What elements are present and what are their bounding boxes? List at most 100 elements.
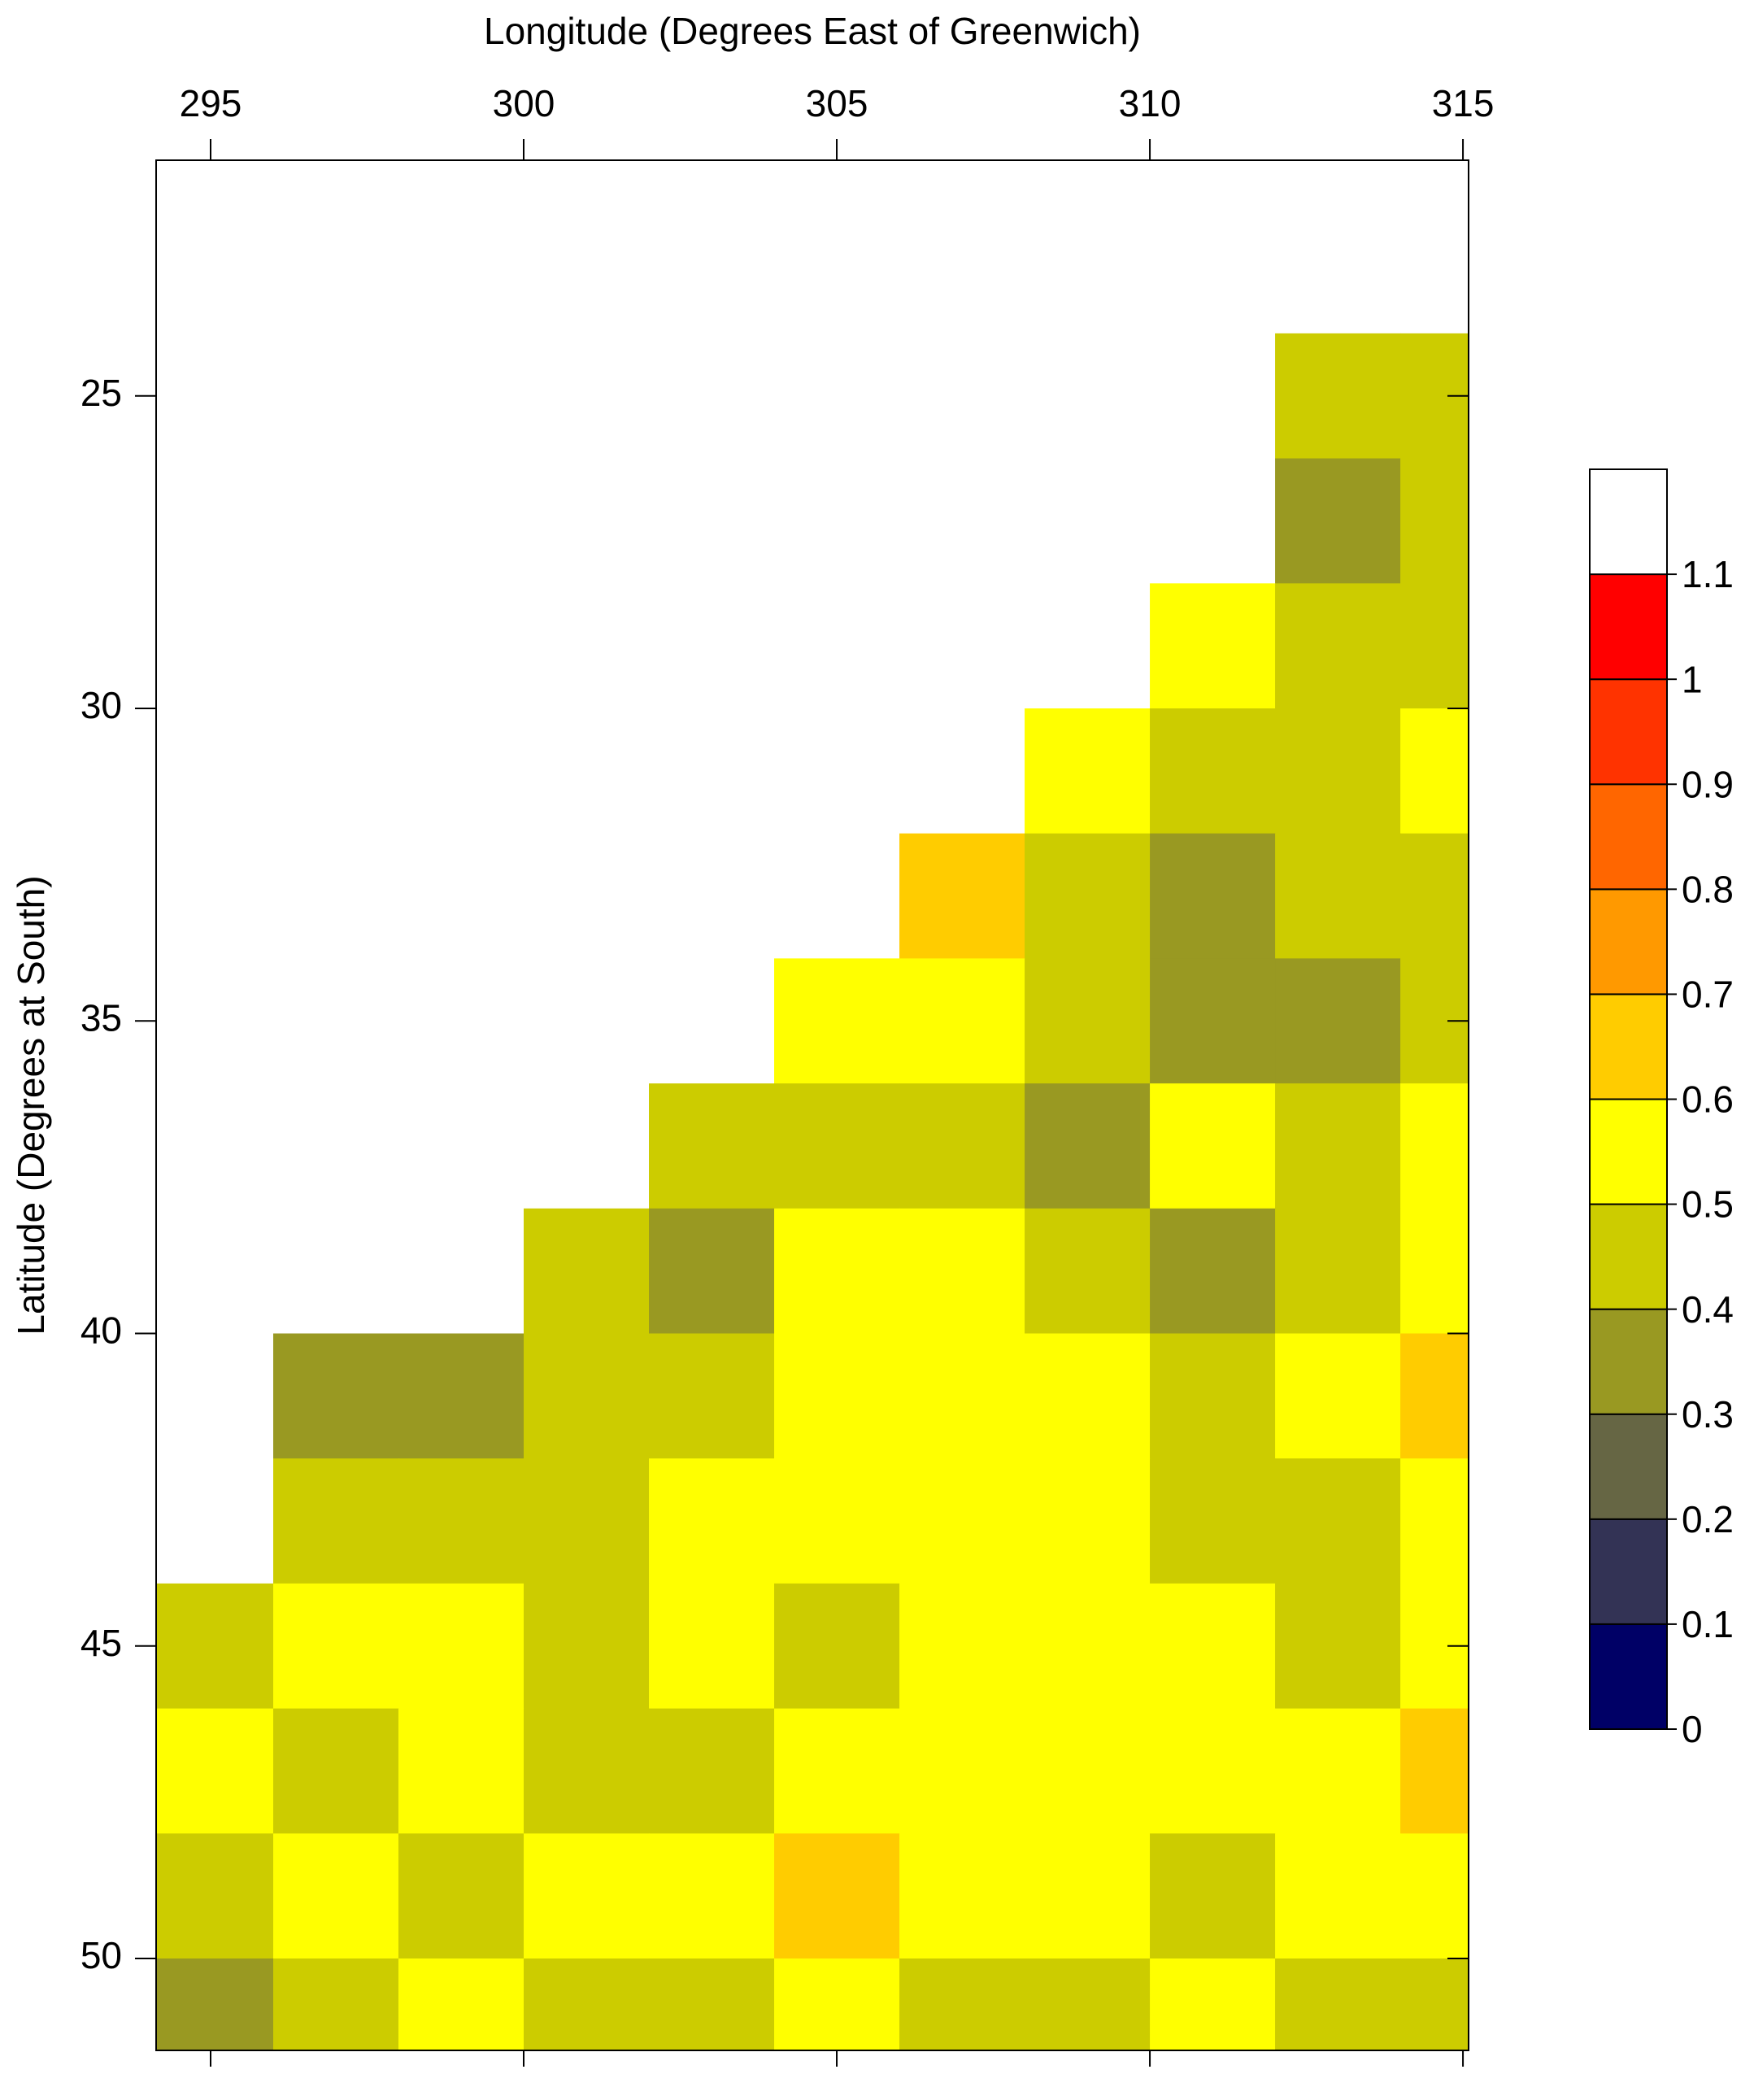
contour-cell bbox=[156, 1708, 274, 1834]
colorbar-box bbox=[1589, 1413, 1668, 1520]
contour-cell bbox=[156, 1583, 274, 1710]
contour-cell bbox=[1025, 1083, 1151, 1209]
contour-cell bbox=[272, 1333, 399, 1459]
contour-cell bbox=[1275, 1708, 1401, 1834]
contour-cell bbox=[524, 1583, 650, 1710]
contour-cell bbox=[1150, 1458, 1276, 1584]
contour-cell bbox=[1150, 958, 1276, 1084]
contour-cell bbox=[1275, 1333, 1401, 1459]
colorbar-box bbox=[1589, 468, 1668, 576]
contour-cell bbox=[1400, 1333, 1469, 1459]
contour-cell bbox=[1025, 958, 1151, 1084]
colorbar-label: 0.4 bbox=[1682, 1288, 1734, 1331]
contour-cell bbox=[1400, 1083, 1469, 1209]
y-tick-label: 45 bbox=[81, 1622, 122, 1664]
contour-cell bbox=[1400, 1958, 1469, 2050]
contour-cell bbox=[774, 1708, 900, 1834]
contour-cell bbox=[1150, 708, 1276, 834]
contour-cell bbox=[1275, 708, 1401, 834]
contour-cell bbox=[1275, 833, 1401, 959]
contour-cell bbox=[774, 958, 900, 1084]
colorbar-box bbox=[1589, 573, 1668, 681]
colorbar-label: 0 bbox=[1682, 1708, 1703, 1750]
contour-cell bbox=[1150, 1833, 1276, 1959]
contour-cell bbox=[1400, 708, 1469, 834]
colorbar-label: 1.1 bbox=[1682, 553, 1734, 595]
contour-cell bbox=[1025, 1708, 1151, 1834]
contour-cell bbox=[1025, 1458, 1151, 1584]
contour-cell bbox=[1025, 1958, 1151, 2050]
colorbar-label: 0.3 bbox=[1682, 1393, 1734, 1436]
contour-cell bbox=[1400, 583, 1469, 709]
contour-cell bbox=[1275, 583, 1401, 709]
y-axis-title: Latitude (Degrees at South) bbox=[10, 875, 52, 1335]
contour-cell bbox=[1150, 1333, 1276, 1459]
plot-frame bbox=[155, 159, 1469, 2051]
contour-cell bbox=[1400, 1208, 1469, 1335]
colorbar-box bbox=[1589, 783, 1668, 891]
colorbar-label: 0.8 bbox=[1682, 868, 1734, 910]
contour-cell bbox=[649, 1708, 775, 1834]
colorbar-label: 0.6 bbox=[1682, 1078, 1734, 1121]
contour-cell bbox=[272, 1708, 399, 1834]
contour-cell bbox=[1275, 458, 1401, 584]
colorbar-box bbox=[1589, 1518, 1668, 1625]
colorbar-label: 0.7 bbox=[1682, 974, 1734, 1016]
contour-cell bbox=[1150, 1708, 1276, 1834]
contour-cell bbox=[899, 1208, 1025, 1335]
contour-cell bbox=[899, 1708, 1025, 1834]
contour-cell bbox=[649, 1333, 775, 1459]
contour-cell bbox=[1275, 1208, 1401, 1335]
contour-cell bbox=[1025, 1208, 1151, 1335]
contour-cell bbox=[774, 1833, 900, 1959]
contour-cell bbox=[1150, 1583, 1276, 1710]
contour-cell bbox=[1400, 1833, 1469, 1959]
contour-cell bbox=[899, 1958, 1025, 2050]
x-tick-label: 305 bbox=[806, 82, 868, 124]
y-tick-label: 50 bbox=[81, 1934, 122, 1976]
contour-cell bbox=[1025, 1583, 1151, 1710]
contour-cell bbox=[1150, 1208, 1276, 1335]
contour-cell bbox=[272, 1458, 399, 1584]
contour-cell bbox=[774, 1958, 900, 2050]
colorbar-box bbox=[1589, 888, 1668, 996]
y-tick-label: 30 bbox=[81, 684, 122, 726]
contour-cell bbox=[524, 1208, 650, 1335]
colorbar-box bbox=[1589, 1098, 1668, 1205]
colorbar-label: 0.9 bbox=[1682, 763, 1734, 805]
contour-cell bbox=[774, 1208, 900, 1335]
contour-cell bbox=[774, 1458, 900, 1584]
contour-cell bbox=[649, 1833, 775, 1959]
contour-cell bbox=[1275, 1833, 1401, 1959]
x-tick-label: 295 bbox=[180, 82, 242, 124]
contour-field bbox=[156, 333, 1469, 2050]
contour-cell bbox=[899, 833, 1025, 959]
colorbar-box bbox=[1589, 1203, 1668, 1310]
contour-cell bbox=[899, 1833, 1025, 1959]
contour-cell bbox=[899, 958, 1025, 1084]
contour-cell bbox=[899, 1458, 1025, 1584]
contour-cell bbox=[398, 1583, 524, 1710]
contour-cell bbox=[524, 1708, 650, 1834]
contour-cell bbox=[524, 1458, 650, 1584]
contour-cell bbox=[899, 1083, 1025, 1209]
contour-cell bbox=[1400, 833, 1469, 959]
contour-cell bbox=[1150, 1083, 1276, 1209]
x-tick-label: 300 bbox=[493, 82, 555, 124]
contour-cell bbox=[272, 1958, 399, 2050]
contour-cell bbox=[1400, 1708, 1469, 1834]
contour-cell bbox=[524, 1333, 650, 1459]
x-tick-label: 310 bbox=[1119, 82, 1182, 124]
contour-cell bbox=[398, 1833, 524, 1959]
colorbar-label: 0.1 bbox=[1682, 1603, 1734, 1645]
contour-cell bbox=[774, 1583, 900, 1710]
x-tick-label: 315 bbox=[1432, 82, 1495, 124]
contour-cell bbox=[524, 1833, 650, 1959]
colorbar-label: 0.5 bbox=[1682, 1183, 1734, 1226]
contour-cell bbox=[1025, 1333, 1151, 1459]
contour-cell bbox=[649, 1208, 775, 1335]
contour-cell bbox=[1025, 1833, 1151, 1959]
colorbar-box bbox=[1589, 993, 1668, 1100]
contour-cell bbox=[1275, 958, 1401, 1084]
contour-cell bbox=[1150, 833, 1276, 959]
